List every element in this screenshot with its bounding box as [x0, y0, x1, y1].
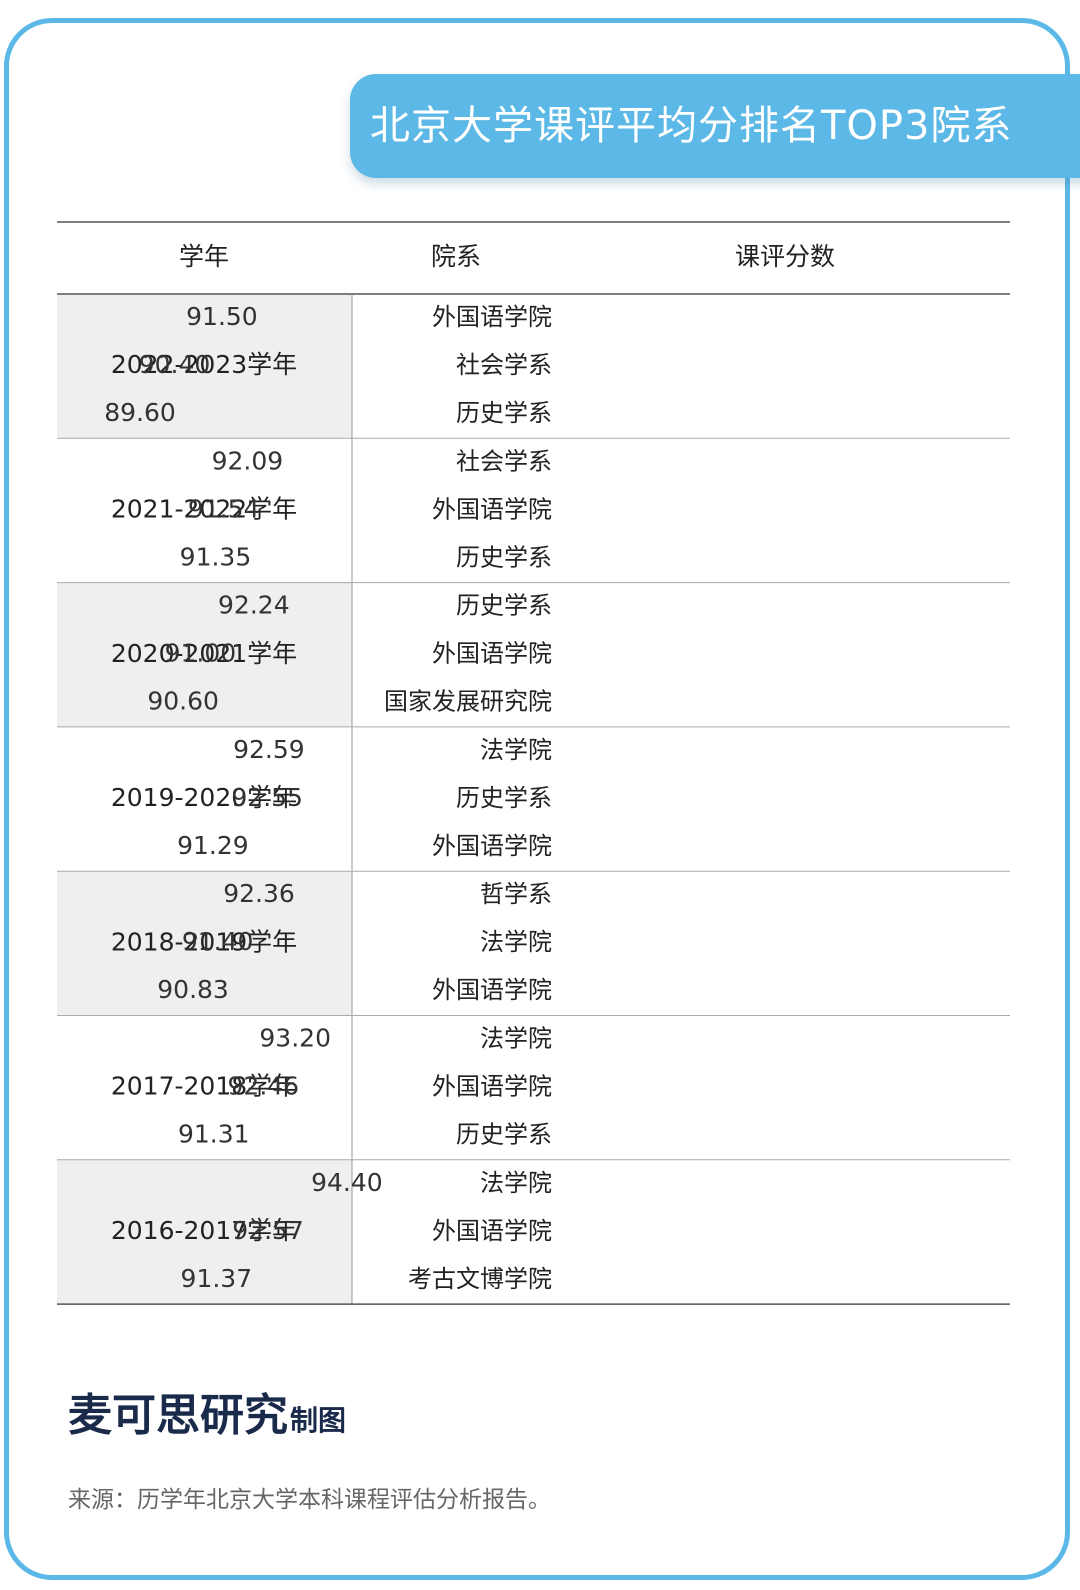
- score-label: 92.09: [212, 446, 284, 475]
- score-label: 92.24: [218, 591, 290, 620]
- department-label: 社会学系: [456, 351, 552, 379]
- score-label: 91.40: [182, 927, 254, 956]
- department-label: 法学院: [480, 928, 552, 956]
- score-label: 92.59: [233, 735, 305, 764]
- score-label: 91.31: [178, 1120, 250, 1149]
- score-label: 89.60: [104, 398, 176, 427]
- year-cell-shade: [57, 871, 352, 1016]
- header-department: 院系: [431, 242, 481, 271]
- score-label: 91.37: [181, 1264, 253, 1293]
- department-label: 外国语学院: [432, 495, 552, 523]
- score-label: 92.46: [228, 1072, 300, 1101]
- year-label: 2018-2019学年: [111, 927, 297, 956]
- department-label: 社会学系: [456, 447, 552, 475]
- department-label: 外国语学院: [432, 832, 552, 860]
- department-label: 历史学系: [456, 784, 552, 812]
- score-label: 94.40: [311, 1168, 383, 1197]
- source-note: 来源：历学年北京大学本科课程评估分析报告。: [68, 1487, 551, 1513]
- department-label: 历史学系: [456, 399, 552, 427]
- department-label: 历史学系: [456, 592, 552, 620]
- year-label: 2019-2020学年: [111, 783, 297, 812]
- chart-title: 北京大学课评平均分排名TOP3院系: [370, 103, 1013, 149]
- department-label: 外国语学院: [432, 1073, 552, 1101]
- department-label: 法学院: [480, 1025, 552, 1053]
- brand-suffix: 制图: [290, 1404, 347, 1437]
- title-banner: [350, 74, 1080, 178]
- header-year: 学年: [179, 242, 229, 271]
- department-label: 外国语学院: [432, 640, 552, 668]
- score-label: 90.60: [147, 687, 219, 716]
- score-label: 92.55: [231, 783, 303, 812]
- year-cell-shade: [57, 582, 352, 727]
- year-label: 2022-2023学年: [111, 350, 297, 379]
- year-label: 2016-2017学年: [111, 1216, 297, 1245]
- score-label: 91.54: [188, 494, 260, 523]
- score-label: 92.36: [223, 879, 295, 908]
- department-label: 法学院: [480, 736, 552, 764]
- department-label: 法学院: [480, 1169, 552, 1197]
- year-label: 2020-2021学年: [111, 639, 297, 668]
- department-label: 历史学系: [456, 1121, 552, 1149]
- department-label: 考古文博学院: [408, 1265, 552, 1293]
- card-frame: [4, 18, 1070, 1580]
- department-label: 国家发展研究院: [384, 688, 552, 716]
- department-label: 哲学系: [480, 880, 552, 908]
- score-label: 91.00: [165, 639, 237, 668]
- brand-mark: 麦可思研究制图: [68, 1386, 346, 1446]
- year-label: 2017-2018学年: [111, 1072, 297, 1101]
- score-label: 90.40: [139, 350, 211, 379]
- score-label: 90.83: [157, 975, 229, 1004]
- year-cell-shade: [57, 1159, 352, 1305]
- score-label: 91.35: [180, 542, 252, 571]
- header-score: 课评分数: [735, 242, 835, 271]
- year-cell-shade: [57, 294, 352, 439]
- score-label: 93.20: [259, 1024, 331, 1053]
- department-label: 历史学系: [456, 543, 552, 571]
- department-label: 外国语学院: [432, 303, 552, 331]
- department-label: 外国语学院: [432, 976, 552, 1004]
- department-label: 外国语学院: [432, 1217, 552, 1245]
- year-label: 2021-2022学年: [111, 494, 297, 523]
- brand-name: 麦可思研究: [68, 1390, 288, 1441]
- score-label: 91.50: [186, 302, 258, 331]
- score-label: 91.29: [177, 831, 249, 860]
- score-label: 92.57: [232, 1216, 304, 1245]
